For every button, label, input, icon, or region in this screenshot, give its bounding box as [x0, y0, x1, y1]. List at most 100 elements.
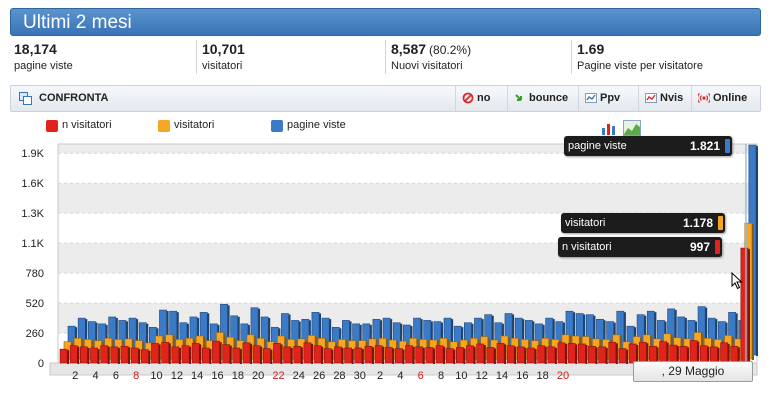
- bar-n-visitatori: [90, 347, 98, 364]
- export-tsv-button[interactable]: TSV: [727, 122, 747, 133]
- bar-side-pagine-viste: [522, 319, 525, 356]
- page-title: Ultimi 2 mesi: [23, 12, 132, 33]
- bar-side-pagine-viste: [176, 312, 179, 356]
- bar-n-visitatori: [303, 342, 312, 364]
- tooltip-label: pagine viste: [568, 140, 627, 152]
- bar-side-n-visitatori: [473, 346, 476, 364]
- x-tick-label: 14: [496, 370, 508, 382]
- bar-side-pagine-viste: [623, 312, 626, 356]
- bar-side-n-visitatori: [737, 347, 740, 364]
- toolbar-button-label: Ppv: [600, 92, 621, 104]
- bar-side-pagine-viste: [136, 319, 139, 356]
- toolbar-button-ppv[interactable]: Ppv: [578, 86, 638, 111]
- export-csv-button[interactable]: CSV: [694, 122, 715, 133]
- bar-n-visitatori: [212, 340, 220, 364]
- bar-n-visitatori: [496, 343, 505, 364]
- bar-side-n-visitatori: [148, 350, 151, 364]
- x-tick-label: 22: [272, 370, 284, 382]
- bar-side-n-visitatori: [351, 349, 354, 364]
- bar-chart-icon[interactable]: [601, 120, 619, 136]
- area-chart-icon[interactable]: [623, 120, 641, 136]
- toolbar-button-bounce[interactable]: bounce: [507, 86, 579, 111]
- stat-percent: (80.2%): [429, 43, 472, 57]
- bar-side-n-visitatori: [382, 346, 385, 364]
- legend-swatch: [271, 120, 283, 132]
- toolbar-button-nvis[interactable]: Nvis: [638, 86, 698, 111]
- bar-n-visitatori: [405, 345, 413, 364]
- bar-n-visitatori: [608, 341, 617, 364]
- bar-side-pagine-viste: [593, 315, 596, 356]
- bar-side-pagine-viste: [207, 313, 210, 356]
- bar-side-n-visitatori: [422, 347, 425, 364]
- bar-n-visitatori: [140, 349, 149, 364]
- divider: [196, 40, 197, 74]
- bar-n-visitatori: [425, 347, 434, 364]
- bar-side-pagine-viste: [684, 317, 687, 356]
- compare-label[interactable]: CONFRONTA: [39, 92, 109, 104]
- bar-n-visitatori: [740, 247, 749, 364]
- x-tick-label: 26: [313, 370, 325, 382]
- bar-side-pagine-viste: [756, 146, 758, 356]
- bar-side-pagine-viste: [552, 319, 555, 356]
- mouse-cursor-icon: [731, 272, 743, 290]
- divider: [571, 40, 572, 74]
- bar-side-n-visitatori: [636, 344, 639, 364]
- bar-n-visitatori: [69, 345, 78, 364]
- tooltip-value: 997: [689, 240, 710, 254]
- bar-side-n-visitatori: [189, 346, 192, 364]
- bar-side-pagine-viste: [674, 309, 677, 356]
- bar-side-pagine-viste: [390, 319, 393, 356]
- tooltip-pagine-viste: pagine viste 1.821: [564, 136, 732, 156]
- bar-side-pagine-viste: [329, 319, 332, 356]
- bar-side-n-visitatori: [209, 349, 212, 364]
- bar-n-visitatori: [171, 346, 180, 364]
- bar-side-n-visitatori: [290, 347, 293, 364]
- bar-n-visitatori: [181, 345, 190, 364]
- bar-n-visitatori: [506, 345, 515, 364]
- bar-n-visitatori: [395, 348, 403, 364]
- bar-n-visitatori: [638, 341, 647, 364]
- stat-pageviews: 18,174 pagine viste: [14, 38, 194, 76]
- bar-side-n-visitatori: [128, 347, 131, 364]
- toolbar-button-no[interactable]: no: [455, 86, 511, 111]
- bar-side-n-visitatori: [504, 344, 507, 364]
- ppv-chart-icon: [585, 93, 597, 103]
- x-tick-label: 28: [333, 370, 345, 382]
- tooltip-swatch: [718, 216, 723, 230]
- bar-n-visitatori: [100, 345, 109, 364]
- x-tick-label: 20: [557, 370, 569, 382]
- bar-side-n-visitatori: [321, 346, 324, 364]
- x-tick-label: 18: [232, 370, 244, 382]
- toolbar-button-online[interactable]: Online: [691, 86, 761, 111]
- bar-n-visitatori: [232, 347, 241, 364]
- tooltip-value: 1.821: [689, 139, 720, 153]
- bar-side-pagine-viste: [288, 314, 291, 356]
- export-png-button[interactable]: PNG: [661, 122, 683, 133]
- bar-side-pagine-viste: [532, 321, 535, 356]
- bar-n-visitatori: [354, 347, 363, 364]
- bar-side-pagine-viste: [319, 313, 322, 356]
- bar-side-pagine-viste: [95, 322, 98, 356]
- stat-pages-per-visitor: 1.69 Pagine viste per visitatore: [571, 38, 757, 76]
- bar-side-n-visitatori: [300, 347, 303, 364]
- bar-side-n-visitatori: [707, 346, 710, 364]
- tooltip-value: 1.178: [682, 216, 713, 230]
- bar-n-visitatori: [344, 347, 352, 364]
- bar-n-visitatori: [598, 346, 607, 364]
- bar-n-visitatori: [486, 347, 495, 364]
- compare-icon[interactable]: [19, 92, 32, 105]
- legend-swatch: [46, 120, 58, 132]
- x-tick-label: 6: [418, 370, 424, 382]
- bar-side-n-visitatori: [392, 348, 395, 364]
- tooltip-label: visitatori: [565, 217, 606, 229]
- bar-side-n-visitatori: [666, 342, 669, 364]
- bar-side-n-visitatori: [117, 347, 120, 364]
- bar-n-visitatori: [364, 345, 373, 364]
- bar-n-visitatori: [435, 345, 444, 364]
- bar-side-pagine-viste: [583, 314, 586, 356]
- bar-side-n-visitatori: [524, 347, 527, 364]
- tooltip-label: n visitatori: [562, 241, 612, 253]
- bar-n-visitatori: [334, 346, 342, 364]
- bar-n-visitatori: [384, 347, 393, 364]
